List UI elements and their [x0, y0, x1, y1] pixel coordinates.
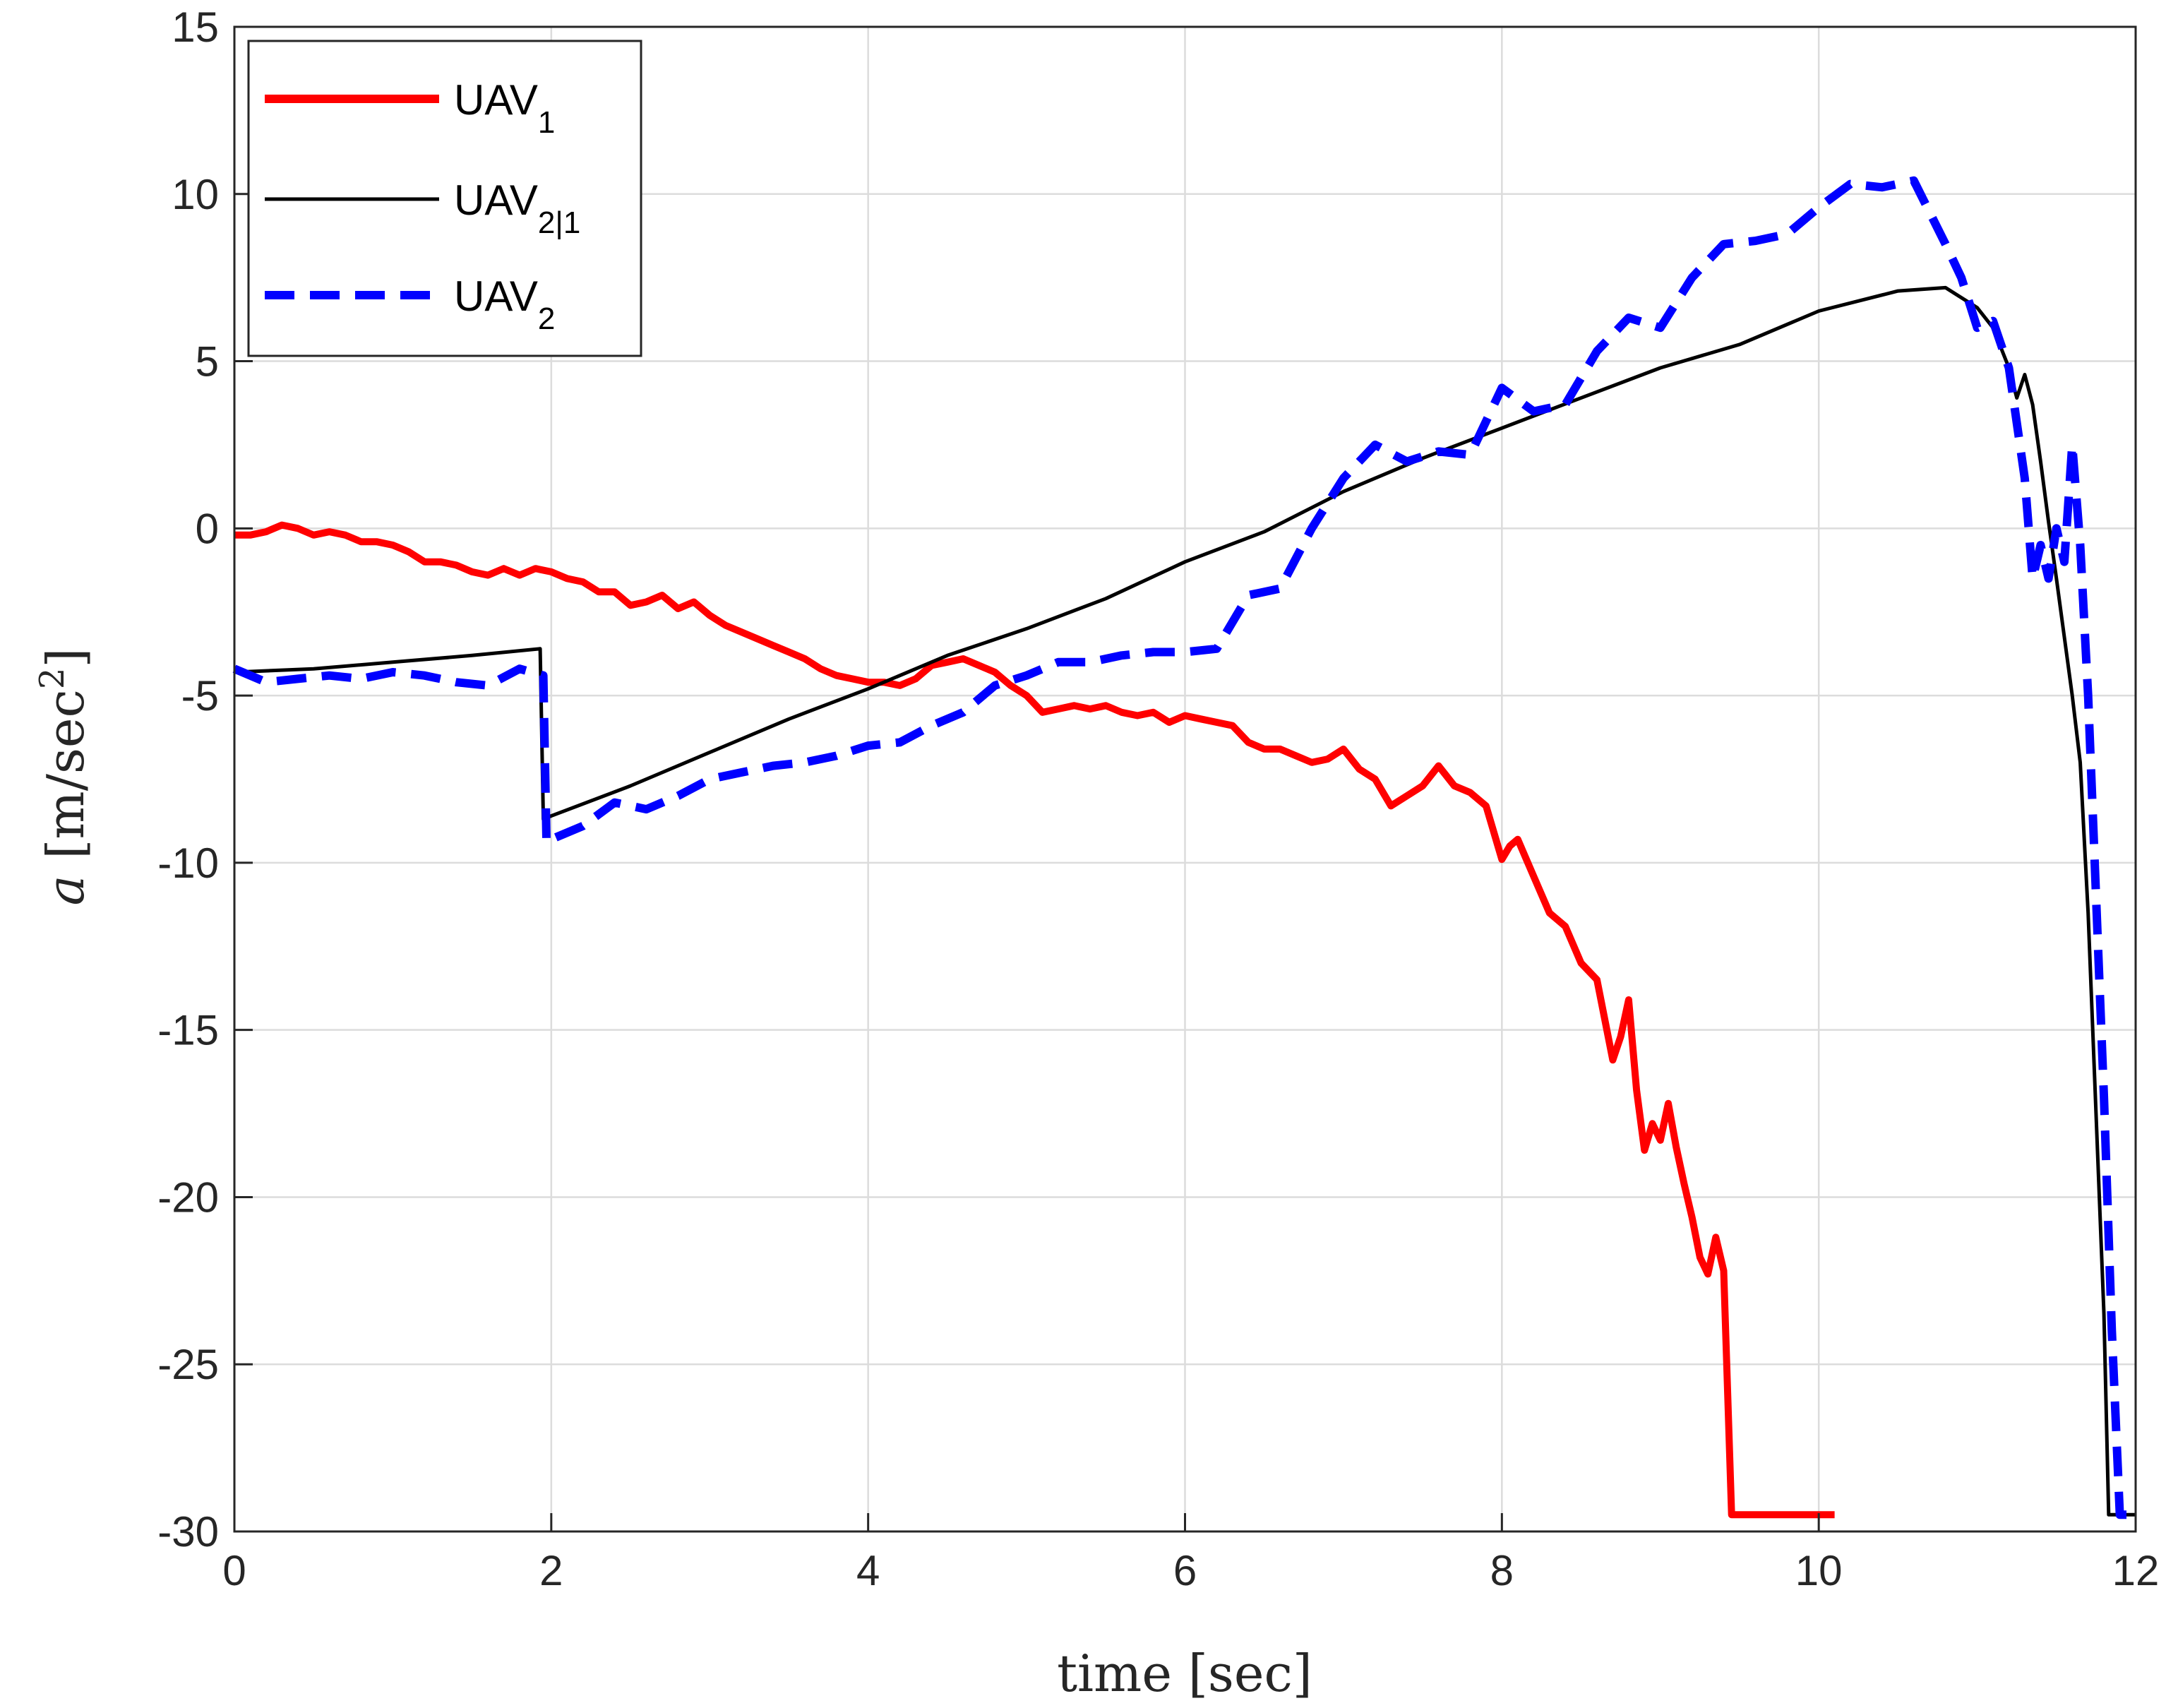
legend-label-uav2-sub: 2 — [538, 301, 555, 336]
plot-area — [232, 176, 2136, 1519]
y-tick-label: 0 — [196, 505, 219, 552]
x-tick-label: 12 — [2112, 1547, 2160, 1594]
legend-label-uav21: UAV2|1 — [454, 177, 580, 240]
y-tick-label: -5 — [181, 672, 219, 719]
y-tick-label: -25 — [157, 1341, 219, 1388]
series-line-uav1 — [234, 521, 1835, 1519]
y-axis-title-unit: [m/sec — [36, 689, 95, 875]
y-tick-label: -20 — [157, 1173, 219, 1221]
legend-label-uav2-main: UAV — [454, 273, 538, 320]
x-tick-label: 4 — [856, 1547, 880, 1594]
y-tick-label: -15 — [157, 1007, 219, 1054]
y-axis-title: a [m/sec2] — [32, 648, 95, 906]
y-axis-title-close: ] — [36, 648, 95, 668]
legend-label-uav1: UAV1 — [454, 76, 555, 140]
legend-label-uav21-main: UAV — [454, 177, 538, 224]
legend: UAV1 UAV2|1 UAV2 — [247, 40, 642, 357]
x-tick-label: 0 — [222, 1547, 246, 1594]
x-axis-title: time [sec] — [1057, 1644, 1312, 1703]
legend-label-uav1-sub: 1 — [538, 105, 555, 140]
legend-label-uav2: UAV2 — [454, 273, 555, 336]
y-axis-title-exponent: 2 — [32, 668, 72, 690]
series-line-uav21 — [234, 285, 2136, 1517]
y-tick-label: -30 — [157, 1508, 219, 1555]
legend-label-uav1-main: UAV — [454, 76, 538, 124]
y-axis-title-symbol: a — [36, 876, 95, 906]
legend-label-uav21-sub: 2|1 — [538, 205, 580, 240]
x-tick-label: 10 — [1795, 1547, 1843, 1594]
x-tick-label: 6 — [1173, 1547, 1197, 1594]
x-tick-label: 8 — [1490, 1547, 1514, 1594]
y-tick-label: 10 — [172, 171, 219, 218]
x-tick-label: 2 — [539, 1547, 563, 1594]
y-tick-label: 15 — [172, 4, 219, 51]
y-tick-label: 5 — [196, 338, 219, 386]
series-line-uav2 — [232, 176, 2136, 1519]
y-tick-label: -10 — [157, 840, 219, 887]
